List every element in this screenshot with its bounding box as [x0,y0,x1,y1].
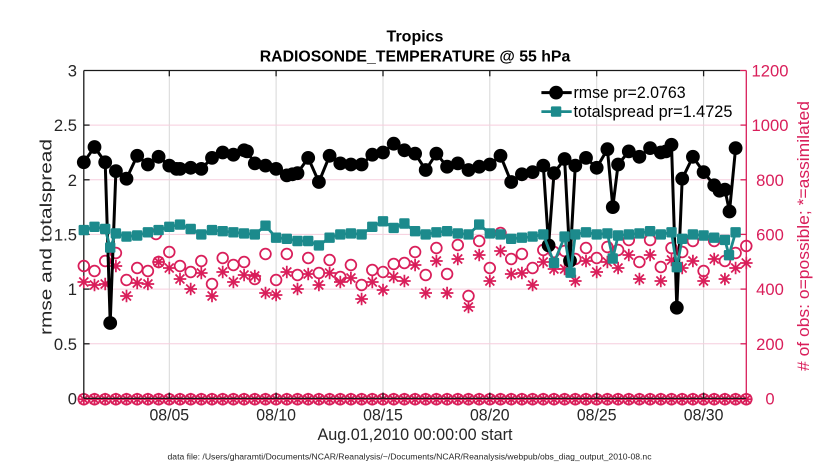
svg-text:200: 200 [756,335,784,354]
svg-text:RADIOSONDE_TEMPERATURE @ 55 hP: RADIOSONDE_TEMPERATURE @ 55 hPa [260,48,571,65]
svg-text:400: 400 [756,280,784,299]
svg-text:1: 1 [68,280,77,299]
svg-text:0: 0 [68,390,77,409]
svg-text:data file: /Users/gharamti/Doc: data file: /Users/gharamti/Documents/NCA… [168,453,652,462]
svg-text:08/30: 08/30 [684,405,724,424]
svg-text:0.5: 0.5 [54,335,77,354]
svg-text:08/05: 08/05 [149,405,189,424]
svg-text:08/25: 08/25 [577,405,617,424]
svg-text:totalspread pr=1.4725: totalspread pr=1.4725 [574,103,733,121]
svg-text:800: 800 [756,171,784,190]
svg-text:Aug.01,2010 00:00:00 start: Aug.01,2010 00:00:00 start [318,426,513,444]
svg-text:rmse and totalspread: rmse and totalspread [36,139,55,335]
svg-text:0: 0 [765,390,774,409]
svg-text:08/20: 08/20 [470,405,510,424]
svg-text:2: 2 [68,171,77,190]
svg-text:2.5: 2.5 [54,116,77,135]
svg-text:rmse pr=2.0763: rmse pr=2.0763 [574,84,686,102]
svg-text:1200: 1200 [752,62,789,81]
svg-text:# of obs: o=possible; *=assimi: # of obs: o=possible; *=assimilated [794,101,813,371]
svg-text:3: 3 [68,62,77,81]
svg-text:1.5: 1.5 [54,226,77,245]
svg-text:Tropics: Tropics [387,28,444,45]
svg-text:08/15: 08/15 [363,405,403,424]
svg-text:1000: 1000 [752,116,789,135]
svg-text:08/10: 08/10 [256,405,296,424]
svg-text:600: 600 [756,226,784,245]
